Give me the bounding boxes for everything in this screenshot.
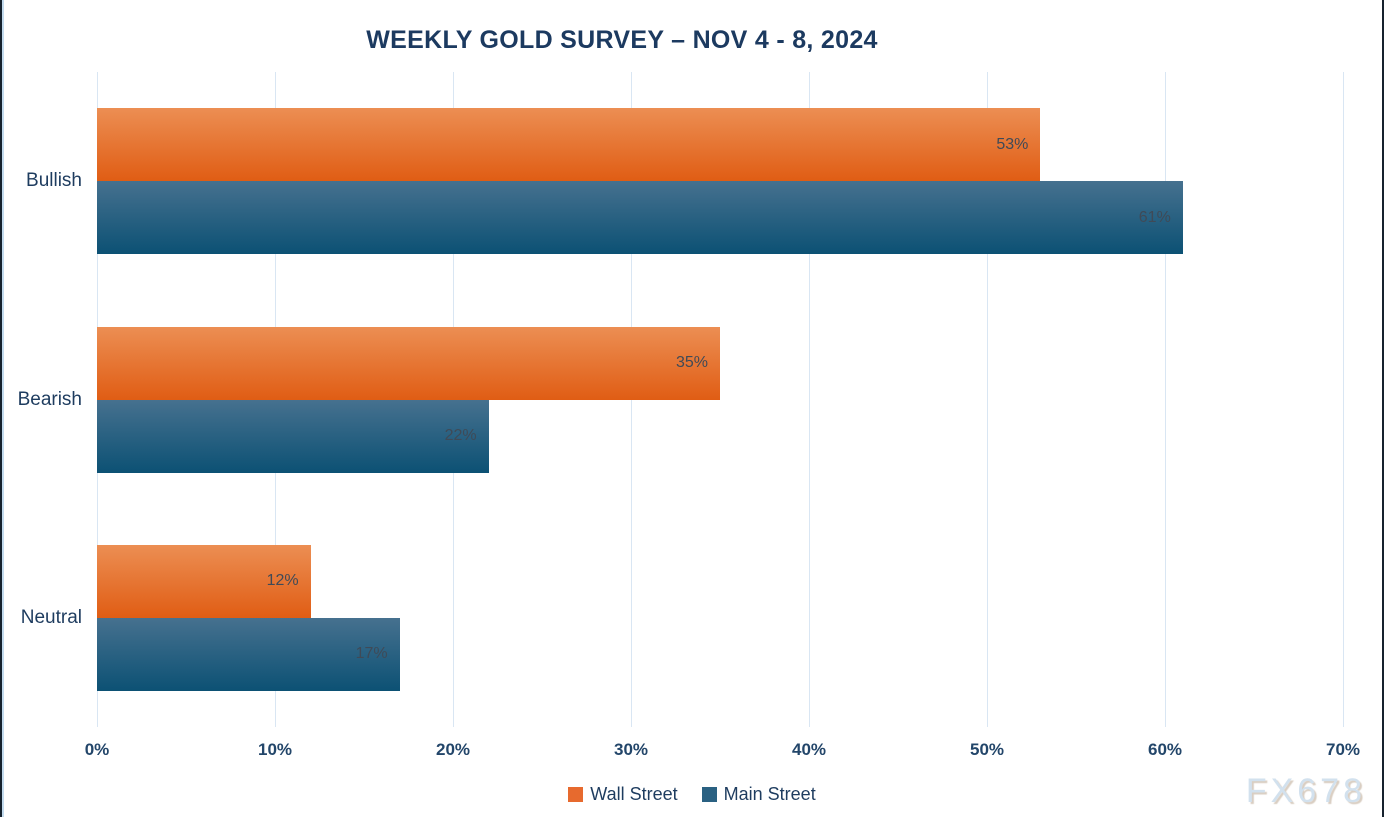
bar-main-street-bearish: 22%: [97, 399, 489, 473]
bar-wall-street-neutral: 12%: [97, 544, 311, 618]
x-axis: 0% 10% 20% 30% 40% 50% 60% 70%: [85, 740, 1360, 764]
x-tick-label: 50%: [969, 740, 1005, 759]
x-tick-label: 40%: [791, 740, 827, 759]
legend: Wall Street Main Street: [2, 784, 1382, 805]
bar-wall-street-bearish: 35%: [97, 326, 720, 400]
plot-area: 53% 61% 35% 22% 12% 17%: [97, 72, 1344, 727]
gridline: [1343, 72, 1344, 727]
bar-main-street-neutral: 17%: [97, 617, 400, 691]
x-tick-label: 30%: [613, 740, 649, 759]
gridline: [631, 72, 632, 727]
legend-swatch-main-street: [701, 787, 717, 802]
bar-value-label: 35%: [675, 354, 708, 371]
category-label-neutral: Neutral: [20, 606, 82, 628]
x-tick-label: 0%: [84, 740, 110, 759]
gridline: [987, 72, 988, 727]
x-tick-label: 70%: [1325, 740, 1361, 759]
bar-value-label: 22%: [444, 427, 477, 444]
bar-value-label: 53%: [996, 135, 1029, 153]
x-tick-label: 20%: [435, 740, 471, 759]
category-label-bullish: Bullish: [26, 170, 82, 192]
bar-main-street-bullish: 61%: [97, 181, 1183, 255]
bar-value-label: 12%: [266, 572, 299, 590]
gridline: [809, 72, 810, 727]
gridline: [1165, 72, 1166, 727]
x-tick-label: 60%: [1147, 740, 1183, 759]
legend-label: Main Street: [723, 784, 816, 804]
category-label-bearish: Bearish: [17, 388, 82, 410]
x-tick-label: 10%: [257, 740, 293, 759]
legend-item-wall-street: Wall Street: [568, 784, 678, 805]
legend-item-main-street: Main Street: [701, 784, 816, 805]
bar-value-label: 61%: [1138, 208, 1171, 226]
bar-value-label: 17%: [355, 645, 388, 663]
legend-swatch-wall-street: [568, 787, 584, 802]
legend-label: Wall Street: [590, 784, 678, 804]
chart-title: WEEKLY GOLD SURVEY – NOV 4 - 8, 2024: [366, 26, 878, 54]
bar-wall-street-bullish: 53%: [97, 108, 1041, 182]
watermark: FX678: [1245, 772, 1366, 810]
